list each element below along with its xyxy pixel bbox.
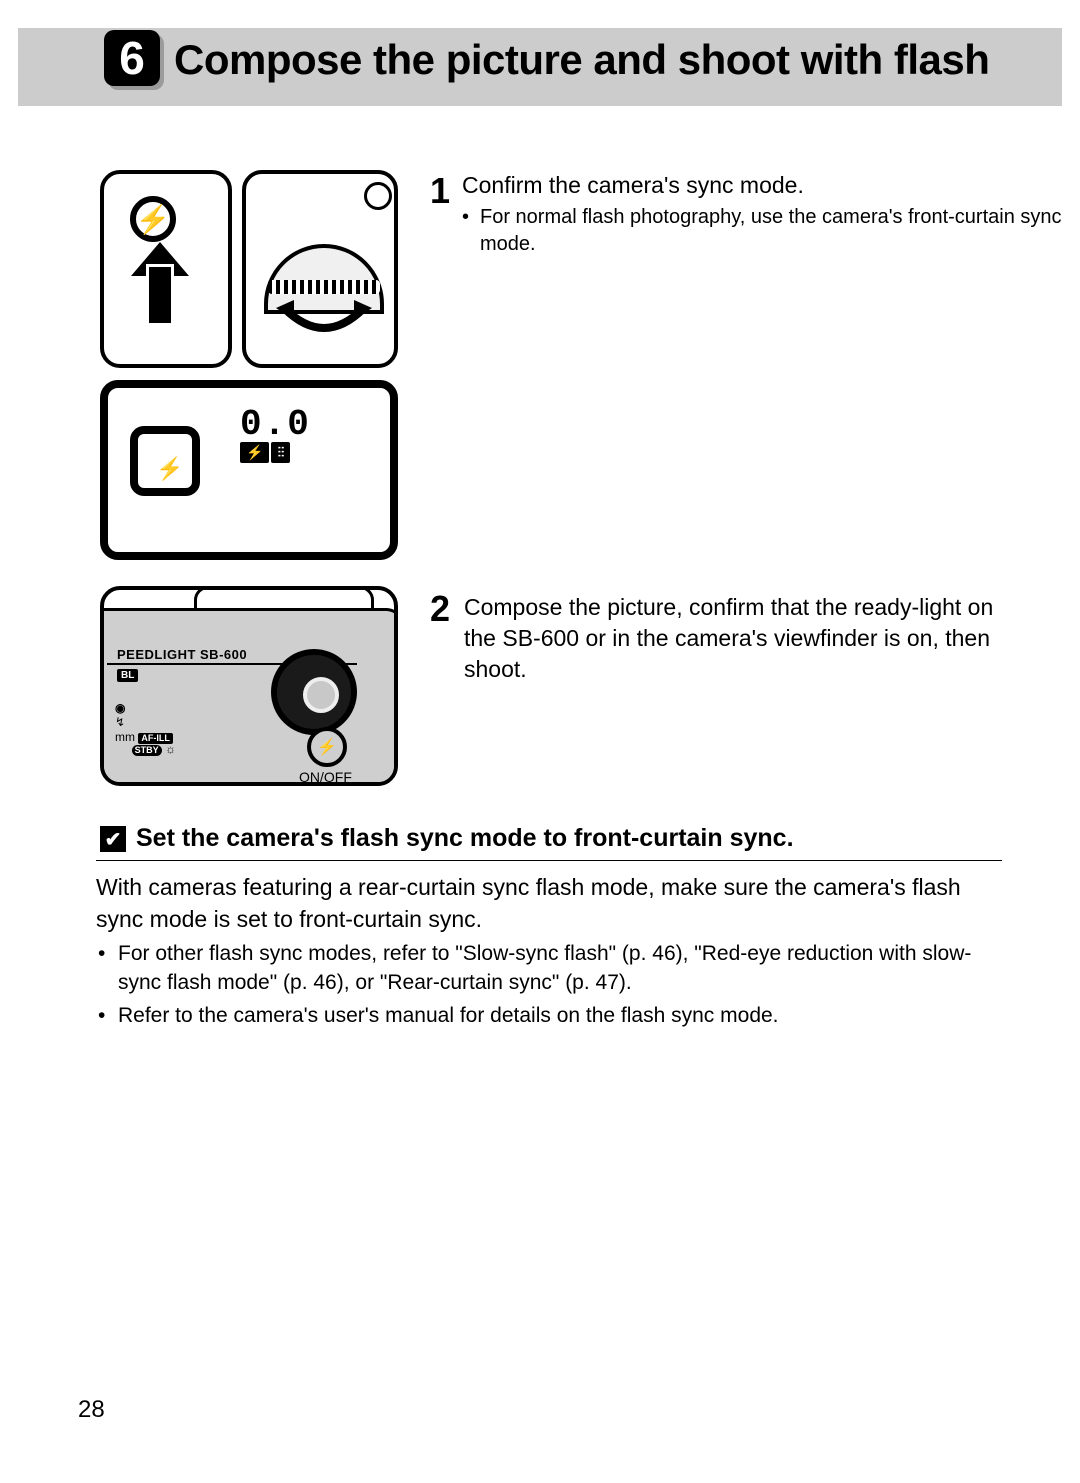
note-body: With cameras featuring a rear-curtain sy… [96, 872, 1002, 935]
lcd-flash-icon: ⚡ [156, 456, 183, 482]
step-number: 6 [119, 35, 145, 81]
lcd-chip-comp: ⫶⫶ [271, 442, 290, 463]
flash-brand-label: PEEDLIGHT SB-600 [117, 647, 247, 662]
ready-light-icon [271, 649, 357, 735]
note-list-item: For other flash sync modes, refer to "Sl… [96, 940, 1002, 998]
figure-flash-popup: ⚡ [100, 170, 232, 368]
step2-text: Compose the picture, confirm that the re… [464, 592, 1004, 685]
divider [96, 860, 1002, 861]
figure-flash-unit: PEEDLIGHT SB-600 BL ⚡ ON/OFF ◉ ↯ mm AF-I… [100, 586, 398, 786]
figure-camera-top: ⚡ [100, 170, 398, 368]
step2-number: 2 [430, 588, 450, 630]
check-glyph: ✔ [105, 827, 122, 852]
step-badge: 6 [104, 30, 160, 86]
page-title: Compose the picture and shoot with flash [174, 36, 989, 84]
stby-badge: STBY [132, 745, 162, 756]
bolt-glyph: ⚡ [136, 203, 171, 236]
step1-bullet: For normal flash photography, use the ca… [480, 204, 1080, 258]
onoff-label: ON/OFF [299, 769, 352, 785]
flash-lcd-icons: ◉ ↯ mm AF-ILL STBY ☼ [115, 701, 176, 757]
lcd-comp-indicator: ⚡⫶⫶ [240, 442, 290, 463]
flash-icon: ⚡ [130, 196, 176, 242]
figure-mode-dial [242, 170, 398, 368]
note-title: Set the camera's flash sync mode to fron… [136, 824, 794, 853]
rotate-arrow-icon [276, 300, 372, 340]
power-button-icon: ⚡ [307, 727, 347, 767]
dial-teeth [268, 280, 380, 294]
arrow-up-icon [138, 246, 168, 306]
note-list-item: Refer to the camera's user's manual for … [96, 1002, 1002, 1031]
shutter-icon [364, 182, 392, 210]
page-number: 28 [78, 1396, 105, 1424]
figure-lcd: ⚡ 0.0 ⚡⫶⫶ [100, 380, 398, 560]
lcd-focus-area-icon: ⚡ [130, 426, 200, 496]
lcd-chip-flash: ⚡ [240, 442, 269, 463]
page: 6 Compose the picture and shoot with fla… [0, 0, 1080, 1483]
step1-number: 1 [430, 170, 450, 212]
lcd-ev-value: 0.0 [240, 404, 311, 445]
note-list: For other flash sync modes, refer to "Sl… [96, 940, 1002, 1035]
flash-body: PEEDLIGHT SB-600 BL ⚡ ON/OFF ◉ ↯ mm AF-I… [100, 608, 398, 786]
step1-title: Confirm the camera's sync mode. [462, 172, 804, 199]
bl-badge: BL [117, 669, 138, 682]
note-check-icon: ✔ [100, 826, 126, 852]
power-bolt-icon: ⚡ [317, 737, 337, 757]
